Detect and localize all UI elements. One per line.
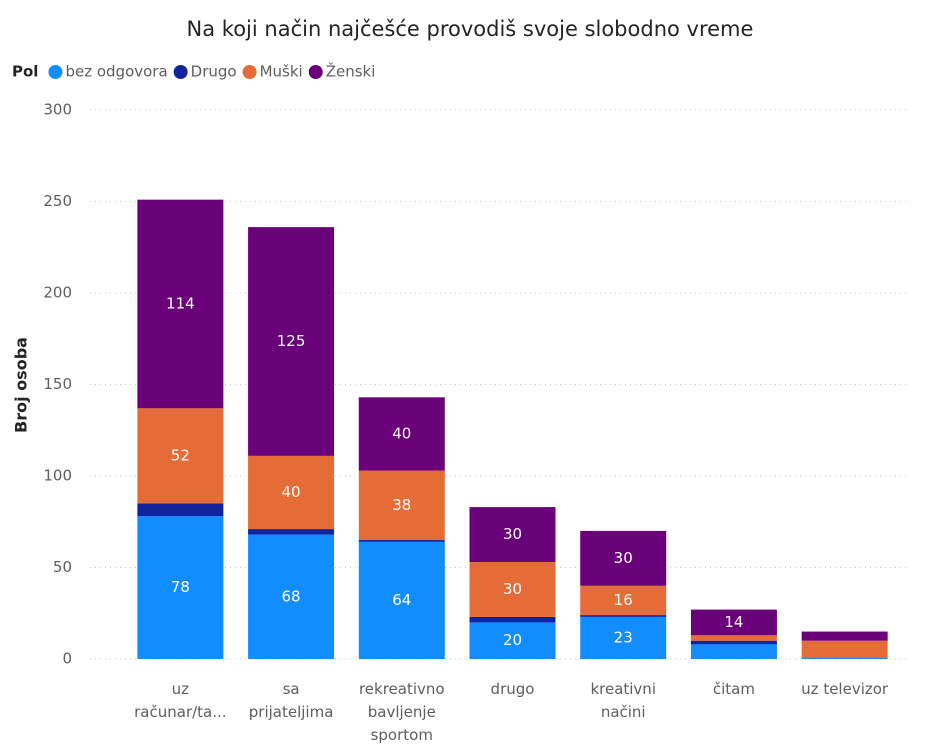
data-label: 30 xyxy=(503,580,522,598)
y-tick-label: 150 xyxy=(43,375,72,393)
chart-title: Na koji način najčešće provodiš svoje sl… xyxy=(187,17,754,41)
y-tick-label: 200 xyxy=(43,284,72,302)
legend-marker xyxy=(173,65,188,79)
data-label: 30 xyxy=(614,549,633,567)
bar-segment xyxy=(358,470,445,541)
bar-segment xyxy=(469,507,556,563)
data-label: 23 xyxy=(614,628,633,646)
bar-segment xyxy=(801,657,888,659)
bar-segment xyxy=(469,622,556,659)
legend-label: Muški xyxy=(260,63,303,81)
data-label: 78 xyxy=(171,578,190,596)
bar-segment xyxy=(137,408,224,504)
data-label: 40 xyxy=(282,483,301,501)
x-tick-label: sa prijateljima xyxy=(249,680,334,721)
y-tick-label: 100 xyxy=(43,467,72,485)
x-tick-label: drugo xyxy=(491,680,535,698)
legend-label: Drugo xyxy=(191,63,237,81)
x-tick-label: rekreativno bavljenje sportom xyxy=(359,680,445,744)
bar-segment xyxy=(248,455,335,530)
bar-segment xyxy=(801,640,888,658)
data-label: 40 xyxy=(392,424,411,442)
bar-segment xyxy=(580,615,667,617)
bar-segment xyxy=(137,516,224,659)
data-label: 52 xyxy=(171,446,190,464)
data-label: 125 xyxy=(277,332,306,350)
bar-segment xyxy=(358,541,445,659)
data-label: 14 xyxy=(724,613,743,631)
x-tick-label: uz računar/ta... xyxy=(134,680,226,721)
x-tick-label: čitam xyxy=(713,680,755,698)
bar-segment xyxy=(469,562,556,617)
data-label: 16 xyxy=(614,591,633,609)
data-label: 114 xyxy=(166,294,195,312)
bar-segment xyxy=(358,540,445,542)
bar-segment xyxy=(248,529,335,535)
bar-segment xyxy=(358,397,445,471)
bar-segment xyxy=(580,616,667,659)
bar-segment xyxy=(469,616,556,623)
data-label: 38 xyxy=(392,496,411,514)
legend-marker xyxy=(308,65,323,79)
y-tick-label: 0 xyxy=(62,650,72,668)
y-tick-label: 250 xyxy=(43,192,72,210)
x-tick-label: kreativni načini xyxy=(590,680,656,721)
legend-label: Ženski xyxy=(326,62,376,81)
data-label: 68 xyxy=(282,587,301,605)
legend-label: bez odgovora xyxy=(65,63,167,81)
bar-segment xyxy=(690,640,777,645)
y-tick-label: 300 xyxy=(43,101,72,119)
legend-title: Pol xyxy=(12,63,38,81)
y-tick-label: 50 xyxy=(53,558,72,576)
bar-segment xyxy=(248,227,335,456)
data-label: 30 xyxy=(503,525,522,543)
legend-marker xyxy=(48,65,63,79)
data-label: 20 xyxy=(503,631,522,649)
bar-segment xyxy=(137,503,224,517)
legend-marker xyxy=(242,65,257,79)
x-tick-label: uz televizor xyxy=(801,680,889,698)
bar-segment xyxy=(580,585,667,616)
bar-segment xyxy=(690,644,777,659)
bar-segment xyxy=(690,635,777,641)
bar-segment xyxy=(248,534,335,659)
bar-segment xyxy=(580,530,667,586)
bar-segment xyxy=(690,609,777,636)
bar-segment xyxy=(137,199,224,409)
y-axis-title: Broj osoba xyxy=(12,337,31,433)
data-label: 64 xyxy=(392,591,411,609)
bar-segment xyxy=(801,631,888,641)
